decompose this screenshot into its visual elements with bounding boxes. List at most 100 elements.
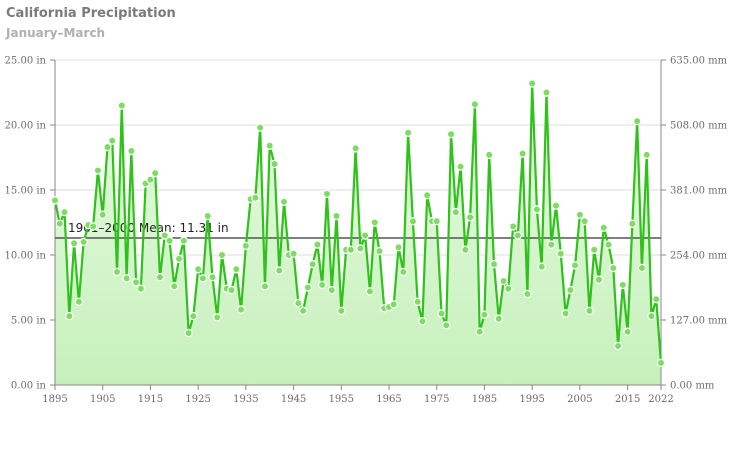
chart-title: California Precipitation	[6, 6, 176, 21]
data-point	[127, 146, 136, 156]
y2-tick-label: 635.00 mm	[670, 56, 728, 67]
y-tick-label: 10.00 in	[5, 251, 47, 262]
data-point	[413, 297, 422, 306]
y-tick-label: 5.00 in	[11, 316, 47, 327]
data-point	[260, 282, 270, 291]
data-point	[184, 328, 193, 338]
data-point	[279, 197, 289, 206]
data-point	[446, 129, 456, 139]
data-point	[146, 175, 155, 184]
data-point	[136, 284, 146, 293]
data-point	[255, 123, 265, 132]
data-point	[327, 285, 336, 295]
data-point	[647, 311, 656, 321]
data-point	[318, 280, 327, 290]
data-point	[437, 309, 446, 318]
data-point	[461, 245, 470, 254]
axes	[50, 59, 666, 390]
y-tick-label: 15.00 in	[5, 186, 47, 197]
data-point	[470, 99, 480, 109]
data-point	[122, 274, 131, 283]
x-tick-label: 2022	[648, 394, 673, 405]
data-point	[213, 313, 222, 322]
data-point	[399, 267, 408, 277]
series-line-layer	[53, 82, 663, 363]
chart-subtitle: January–March	[6, 26, 106, 40]
y2-tick-label: 381.00 mm	[670, 186, 728, 197]
y-tick-label: 25.00 in	[5, 56, 47, 67]
data-point	[432, 216, 441, 226]
data-point	[480, 310, 489, 319]
data-point	[60, 207, 69, 217]
data-point	[98, 210, 107, 219]
x-tick-label: 1905	[90, 394, 115, 405]
data-point	[275, 266, 284, 275]
x-tick-label: 1995	[519, 394, 544, 405]
data-point	[551, 201, 561, 210]
data-point	[599, 223, 608, 232]
data-point	[451, 207, 461, 217]
y2-tick-label: 127.00 mm	[670, 316, 728, 327]
y-tick-label: 0.00 in	[11, 381, 47, 392]
data-point	[589, 245, 599, 254]
data-point	[418, 317, 427, 326]
x-tick-label: 1955	[329, 394, 354, 405]
data-point	[570, 261, 580, 270]
x-tick-label: 1975	[424, 394, 449, 405]
data-point	[370, 218, 379, 227]
data-point	[265, 141, 274, 150]
data-point	[623, 327, 632, 336]
data-point	[55, 219, 64, 228]
data-point	[394, 242, 403, 252]
y2-tick-label: 0.00 mm	[670, 381, 715, 392]
data-point	[618, 280, 628, 290]
data-point	[93, 166, 103, 175]
data-point	[351, 144, 360, 153]
data-point	[542, 88, 551, 97]
data-point	[489, 259, 499, 269]
data-point	[170, 282, 179, 291]
x-tick-label: 2015	[615, 394, 640, 405]
data-point	[112, 267, 122, 277]
data-point	[408, 216, 418, 226]
data-point	[360, 231, 370, 240]
data-point	[652, 295, 661, 304]
tick-labels: 0.00 in 0.00 mm 5.00 in 127.00 mm 10.00 in 25…	[5, 56, 728, 406]
series-area	[55, 83, 661, 386]
data-point	[217, 250, 227, 260]
data-point	[556, 249, 565, 258]
data-point	[117, 101, 127, 110]
data-point	[227, 285, 236, 295]
data-point	[198, 274, 208, 283]
data-point	[174, 254, 184, 264]
data-point	[656, 358, 666, 368]
data-point	[580, 216, 589, 226]
data-point	[628, 219, 637, 228]
data-point	[523, 289, 532, 299]
y2-tick-label: 254.00 mm	[670, 251, 728, 262]
data-point	[594, 275, 604, 284]
data-point	[232, 265, 241, 274]
data-point	[632, 116, 642, 126]
data-point	[69, 239, 79, 248]
data-point	[189, 311, 198, 321]
data-point	[356, 244, 365, 253]
data-point	[456, 162, 465, 171]
x-tick-label: 1915	[138, 394, 163, 405]
data-point	[155, 272, 165, 282]
data-point	[494, 314, 503, 323]
data-point	[208, 272, 217, 282]
data-point	[585, 306, 594, 316]
data-point	[346, 245, 356, 254]
data-point	[108, 136, 117, 145]
series-line	[53, 82, 663, 363]
data-point	[270, 159, 279, 169]
x-tick-label: 2005	[567, 394, 592, 405]
data-point	[499, 276, 508, 286]
data-point	[613, 341, 623, 351]
data-point	[375, 246, 384, 256]
x-tick-label: 1935	[233, 394, 258, 405]
data-point	[504, 284, 513, 293]
x-tick-label: 1965	[376, 394, 401, 405]
